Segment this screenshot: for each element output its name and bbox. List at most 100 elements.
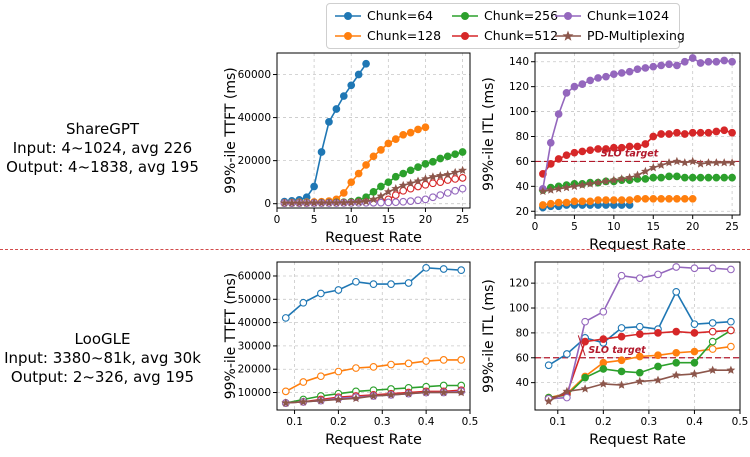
data-point — [609, 143, 618, 152]
data-point — [281, 387, 290, 396]
data-point — [546, 138, 555, 147]
data-point-star — [443, 170, 453, 179]
y-tick-label: 30000 — [238, 340, 271, 352]
data-point — [421, 180, 430, 189]
data-point — [688, 194, 697, 203]
data-point-star — [690, 369, 699, 378]
data-point-star — [593, 178, 603, 187]
data-point-star — [428, 172, 438, 181]
data-point — [657, 130, 666, 138]
data-point-star — [671, 370, 681, 379]
circle-marker-icon — [555, 12, 581, 20]
data-point — [299, 298, 308, 307]
series-line — [285, 266, 462, 319]
data-point — [391, 172, 400, 181]
data-point — [727, 317, 735, 326]
x-tick-label: 20 — [419, 214, 432, 226]
data-point — [325, 118, 333, 126]
data-point-star — [346, 198, 356, 207]
data-point — [421, 195, 430, 204]
data-point — [281, 314, 290, 322]
data-point — [599, 335, 608, 343]
data-point — [708, 337, 717, 346]
data-point — [712, 173, 721, 182]
data-point-star — [351, 393, 361, 403]
data-point-star — [458, 165, 467, 174]
plot-frame — [276, 52, 471, 209]
data-point — [429, 157, 437, 166]
x-tick-label: 0.4 — [686, 416, 703, 428]
data-point — [617, 196, 626, 204]
data-point-star — [562, 183, 571, 192]
data-point — [727, 342, 735, 351]
data-point — [586, 76, 595, 85]
data-point-star — [648, 163, 658, 172]
data-point — [399, 130, 408, 139]
data-point — [617, 356, 626, 365]
data-point — [570, 197, 579, 206]
data-point-star — [570, 181, 579, 191]
circle-marker-icon — [452, 32, 478, 40]
data-point — [708, 264, 717, 273]
data-point — [649, 173, 658, 182]
data-point — [641, 64, 650, 72]
y-tick-label: 120 — [509, 278, 529, 290]
data-point — [391, 198, 400, 207]
data-point — [299, 378, 308, 386]
legend-label: Chunk=1024 — [587, 8, 670, 23]
data-point — [406, 184, 415, 193]
data-point — [649, 132, 658, 141]
plot-frame — [534, 52, 741, 216]
data-point — [633, 142, 642, 151]
data-point — [451, 186, 460, 195]
circle-marker-icon — [335, 12, 361, 20]
dataset-name: LooGLE — [74, 330, 131, 348]
data-point — [554, 155, 563, 163]
x-tick-label: 0.2 — [330, 416, 347, 428]
data-point — [712, 57, 721, 66]
data-point — [649, 62, 658, 71]
x-tick-label: 0.4 — [418, 416, 435, 428]
data-point — [391, 135, 400, 143]
data-point — [436, 191, 445, 199]
data-point — [562, 198, 571, 207]
data-point — [617, 271, 626, 280]
data-point — [578, 197, 587, 206]
chart-panel-4: 0.1 0.2 0.3 0.4 0.5 40 60 80 100 120 Request Rate 9… — [481, 261, 748, 448]
x-tick-label: 25 — [456, 214, 469, 226]
x-tick-label: 0 — [274, 214, 281, 226]
data-point — [436, 178, 445, 187]
data-point-star — [280, 198, 289, 207]
star-marker-icon — [555, 30, 581, 41]
plot-frame — [276, 261, 471, 411]
data-point — [680, 130, 689, 138]
data-point-star — [369, 391, 378, 400]
data-point — [688, 128, 697, 137]
data-point — [704, 128, 713, 137]
data-point-star — [599, 379, 608, 388]
data-point — [578, 147, 587, 156]
data-point — [310, 182, 318, 191]
data-point — [690, 264, 699, 273]
y-tick-label: 40000 — [238, 317, 271, 329]
data-point-star — [727, 158, 737, 167]
data-point — [586, 146, 595, 155]
data-point — [599, 358, 608, 367]
y-tick-label: 20 — [516, 206, 529, 218]
data-point — [377, 146, 385, 154]
data-point — [406, 197, 415, 205]
y-tick-label: 40 — [516, 377, 529, 389]
data-point-star — [719, 158, 729, 167]
data-point — [377, 198, 385, 207]
data-point — [399, 197, 408, 206]
data-point — [354, 169, 363, 178]
data-point-star — [439, 387, 449, 397]
data-point — [384, 139, 393, 148]
data-point — [673, 61, 681, 70]
data-point — [570, 148, 579, 157]
x-tick-label: 0.3 — [641, 416, 658, 428]
x-tick-label: 15 — [382, 214, 395, 226]
chart-panel-1: 0 5 10 15 20 25 0 20000 40000 60000 Request Rate 99… — [223, 52, 471, 246]
data-point — [635, 352, 644, 361]
data-point-star — [653, 375, 663, 384]
